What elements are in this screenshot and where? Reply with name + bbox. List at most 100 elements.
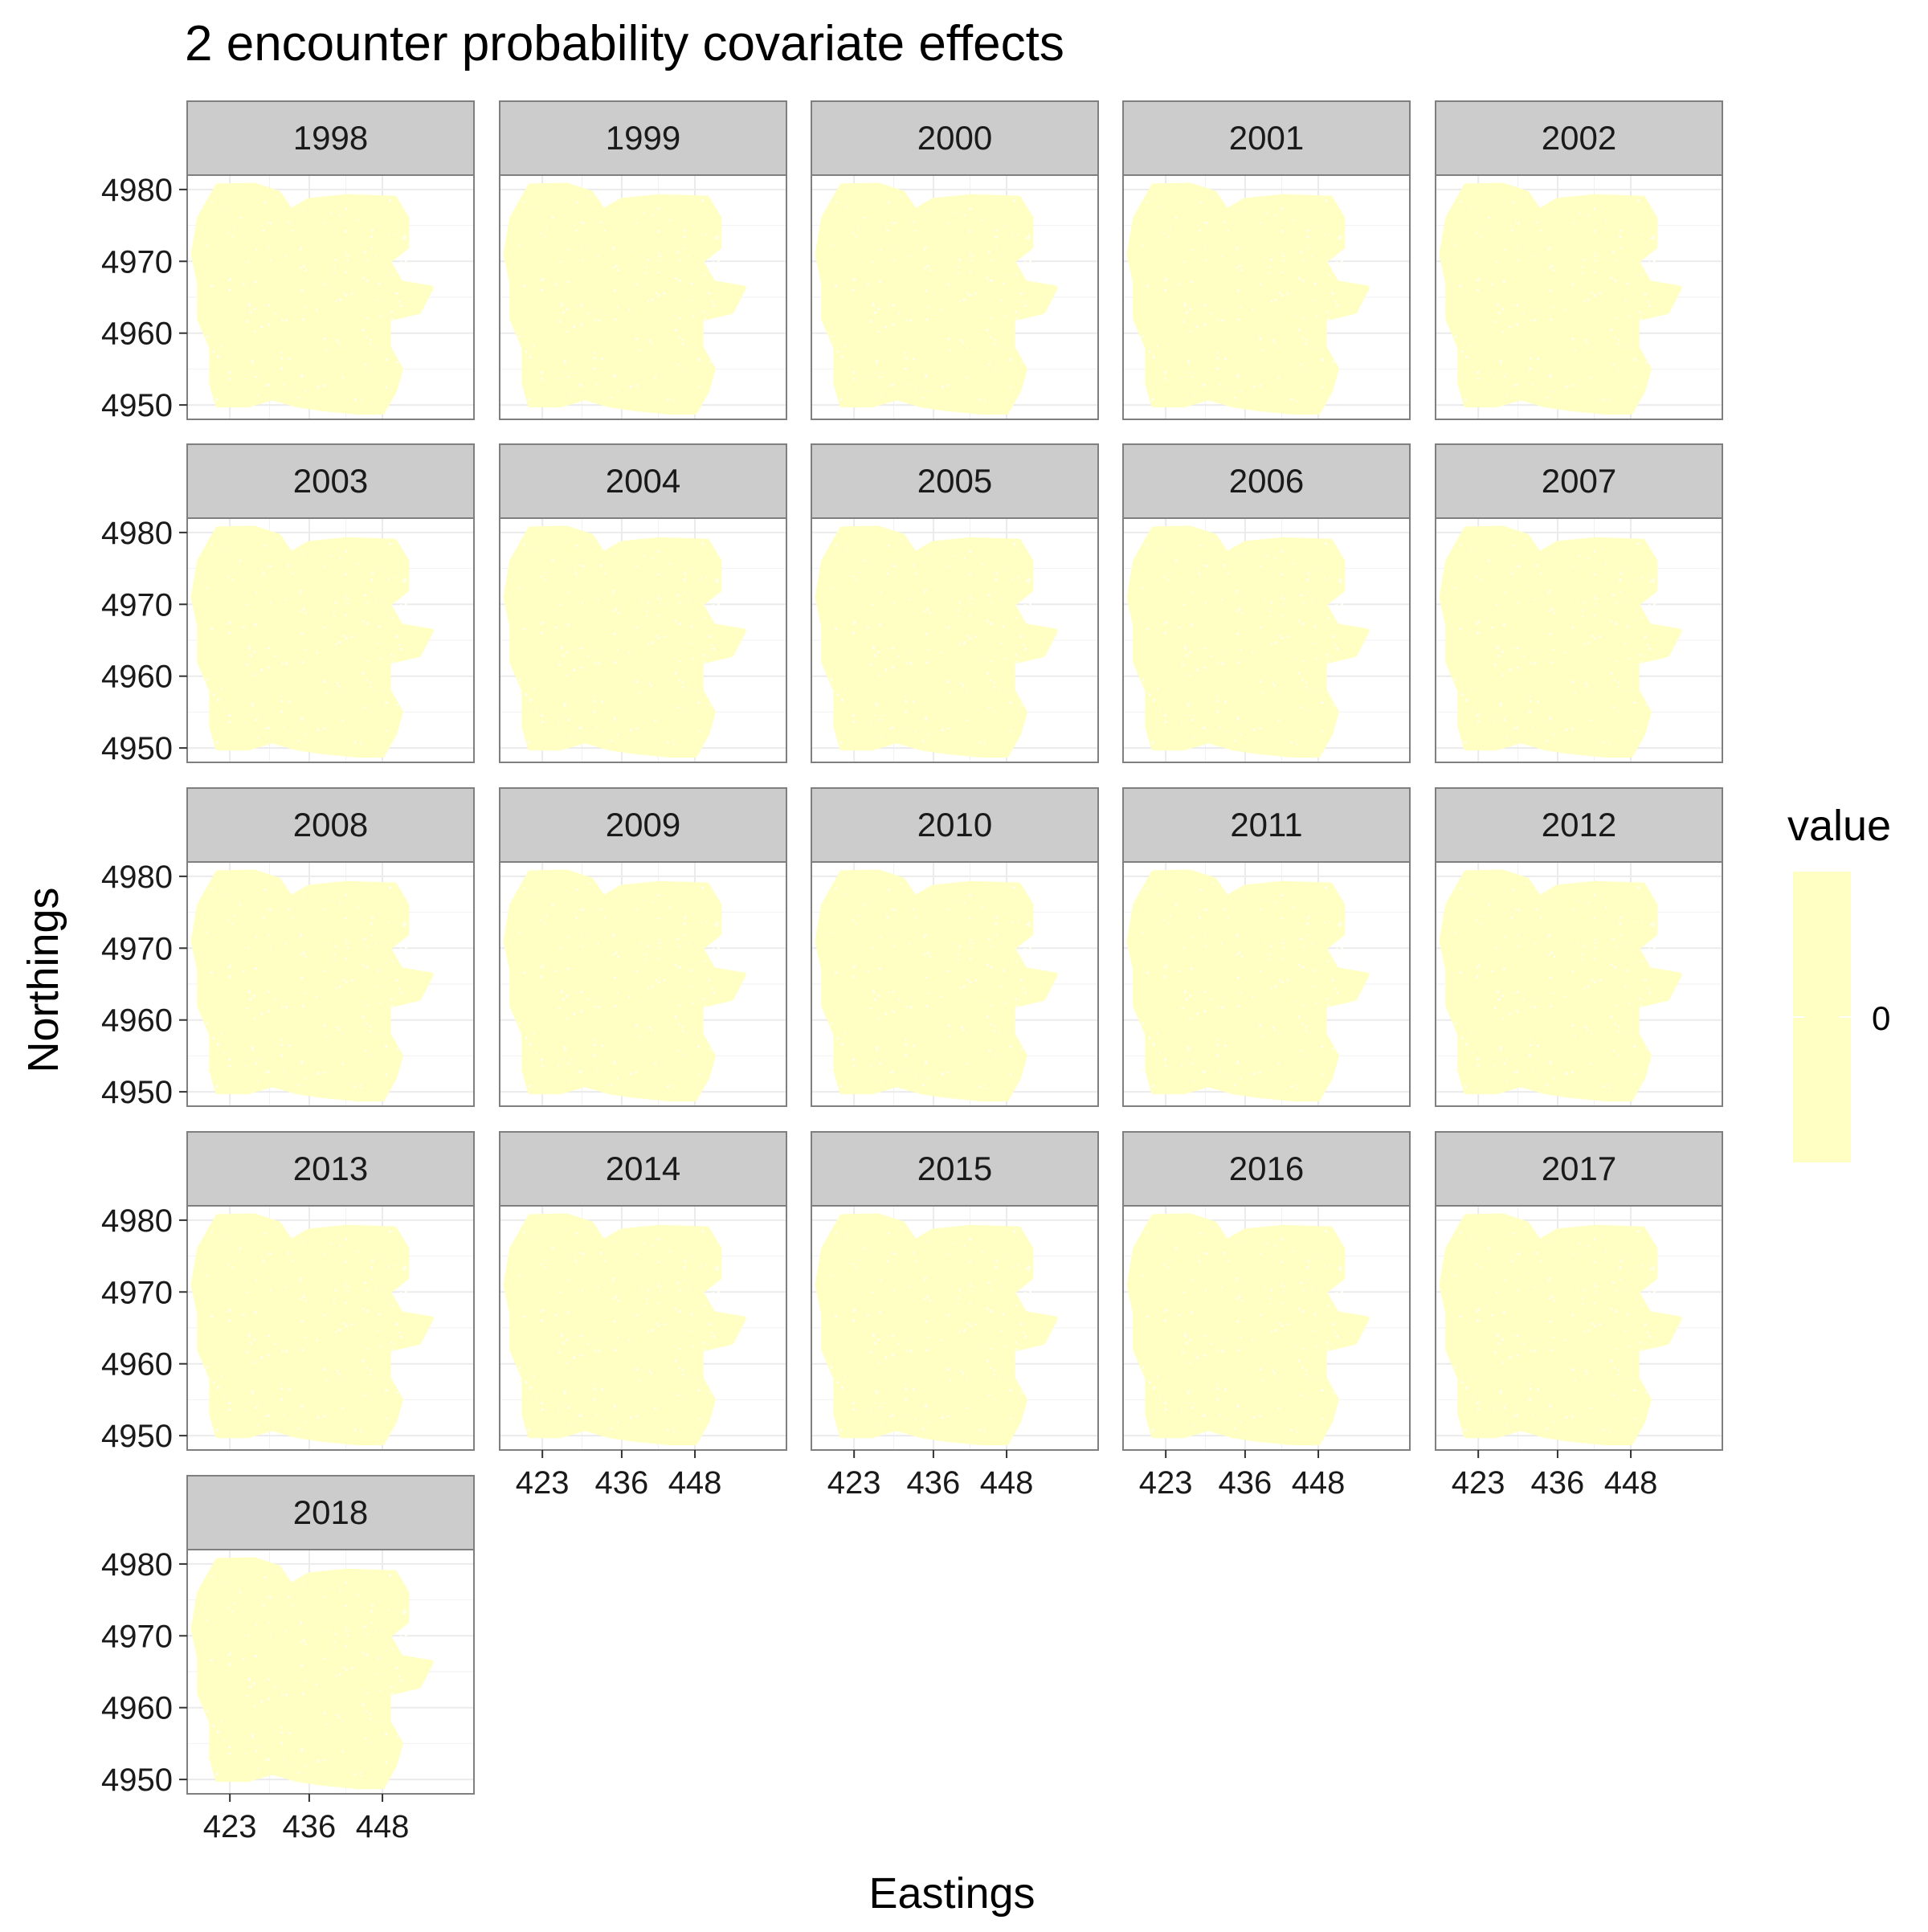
region-speckle [652, 214, 654, 217]
region-speckle [613, 1320, 616, 1323]
region-speckle [350, 635, 353, 638]
region-speckle [1007, 1034, 1009, 1035]
region-speckle [1017, 576, 1019, 578]
region-speckle [210, 200, 213, 203]
region-speckle [1491, 1313, 1493, 1317]
region-speckle [1644, 635, 1647, 639]
region-speckle [302, 897, 304, 899]
region-speckle [391, 960, 394, 963]
region-speckle [924, 590, 927, 593]
region-speckle [558, 721, 560, 723]
region-speckle [361, 314, 363, 317]
y-tick-label: 4960 [101, 1347, 173, 1383]
region-speckle [1595, 1285, 1599, 1288]
region-speckle [1336, 991, 1339, 995]
region-speckle [1178, 970, 1181, 973]
region-speckle [364, 1567, 366, 1570]
region-speckle [1004, 225, 1007, 227]
region-speckle [1019, 656, 1021, 658]
region-speckle [869, 1064, 872, 1067]
region-speckle [1186, 714, 1188, 717]
region-speckle [1614, 622, 1618, 626]
region-speckle [1573, 692, 1576, 694]
region-speckle [1216, 700, 1219, 702]
region-speckle [267, 666, 270, 668]
region-speckle [857, 1259, 860, 1261]
region-speckle [1315, 1346, 1318, 1348]
region-speckle [991, 1348, 993, 1350]
region-speckle [369, 1373, 372, 1376]
region-speckle [1146, 200, 1149, 203]
region-speckle [1143, 375, 1146, 378]
region-speckle [1187, 1048, 1191, 1052]
region-speckle [829, 1412, 832, 1415]
region-speckle [603, 1260, 607, 1263]
region-speckle [388, 1230, 392, 1233]
region-speckle [1022, 987, 1025, 990]
region-speckle [1323, 1305, 1325, 1308]
region-speckle [853, 277, 856, 280]
region-speckle [1167, 578, 1170, 581]
region-speckle [280, 1742, 284, 1745]
region-speckle [1003, 1002, 1007, 1004]
region-speckle [1565, 1415, 1568, 1419]
region-speckle [1652, 578, 1655, 581]
region-speckle [981, 219, 983, 222]
region-speckle [1004, 1256, 1007, 1258]
region-speckle [1468, 1031, 1471, 1035]
region-speckle [1321, 1044, 1324, 1048]
region-speckle [863, 1247, 866, 1250]
region-speckle [912, 908, 914, 911]
region-speckle [541, 1064, 544, 1068]
region-speckle [1512, 647, 1513, 650]
region-speckle [1624, 942, 1625, 945]
region-speckle [713, 1428, 716, 1430]
facet-strip [811, 443, 1099, 519]
region-speckle [923, 1280, 925, 1282]
region-speckle [325, 1723, 328, 1726]
region-speckle [1586, 1372, 1589, 1375]
region-speckle [1500, 361, 1503, 365]
region-speckle [520, 1062, 522, 1064]
region-speckle [1184, 645, 1187, 647]
region-speckle [1295, 398, 1297, 399]
region-speckle [285, 1350, 288, 1353]
region-speckle [703, 310, 706, 313]
region-speckle [840, 1386, 844, 1390]
region-speckle [856, 578, 858, 581]
region-speckle [910, 997, 912, 999]
region-speckle [1622, 1376, 1624, 1379]
region-speckle [1216, 357, 1219, 359]
region-speckle [1631, 1034, 1633, 1035]
region-speckle [1650, 1297, 1653, 1300]
region-speckle [1268, 266, 1272, 269]
region-speckle [334, 986, 337, 990]
region-speckle [280, 367, 284, 370]
region-speckle [593, 1383, 595, 1385]
region-speckle [867, 626, 869, 629]
region-speckle [1619, 235, 1622, 239]
region-speckle [316, 1339, 318, 1342]
region-speckle [333, 958, 336, 961]
region-speckle [573, 1012, 576, 1015]
region-speckle [905, 662, 908, 664]
region-speckle [1297, 1015, 1301, 1019]
region-speckle [1583, 601, 1586, 604]
region-speckle [243, 626, 245, 629]
region-speckle [893, 590, 895, 592]
region-speckle [339, 557, 341, 560]
region-speckle [1281, 573, 1284, 576]
region-speckle [888, 888, 891, 891]
region-speckle [1026, 953, 1029, 956]
region-speckle [1309, 345, 1312, 348]
region-speckle [704, 616, 707, 619]
region-speckle [1323, 962, 1325, 964]
region-speckle [688, 942, 689, 945]
region-speckle [1591, 346, 1593, 349]
region-speckle [986, 1307, 989, 1310]
region-speckle [1282, 259, 1285, 263]
region-speckle [914, 730, 917, 733]
region-speckle [1215, 1054, 1219, 1057]
region-speckle [1522, 1432, 1525, 1436]
